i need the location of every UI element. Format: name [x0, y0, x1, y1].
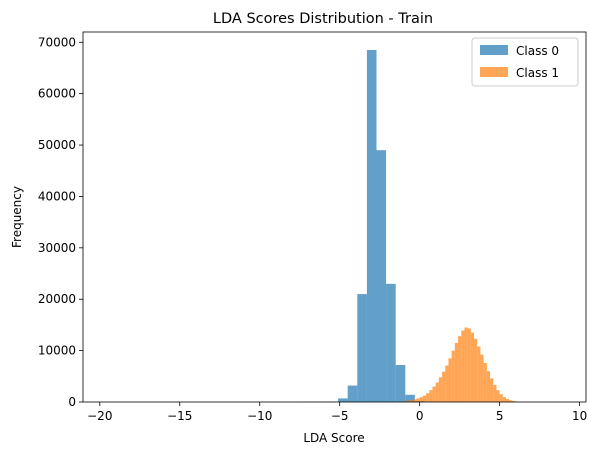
bar-class-1-17 — [448, 358, 452, 402]
y-tick-label: 60000 — [38, 87, 76, 101]
x-axis: −20 −15 −10 −5 0 5 10 — [87, 402, 587, 423]
y-axis: 0 10000 20000 30000 40000 50000 60000 70000 — [38, 35, 83, 409]
bar-class-0-7 — [386, 283, 396, 402]
bar-class-1-11 — [429, 390, 433, 402]
y-tick-label: 50000 — [38, 138, 76, 152]
x-tick-label: −10 — [247, 409, 272, 423]
legend-label-class-0: Class 0 — [516, 44, 559, 58]
x-tick-label: −5 — [331, 409, 349, 423]
bar-class-1-25 — [474, 338, 478, 402]
bar-class-1-29 — [486, 371, 491, 402]
bar-class-1-22 — [464, 327, 468, 402]
legend-swatch-class-0 — [480, 45, 508, 55]
bar-class-1-20 — [458, 336, 462, 402]
x-tick-label: 0 — [416, 409, 424, 423]
bar-class-1-14 — [438, 377, 443, 402]
y-tick-label: 40000 — [38, 189, 76, 203]
legend-label-class-1: Class 1 — [516, 66, 559, 80]
bar-class-1-4 — [406, 400, 411, 402]
bar-class-1-32 — [496, 390, 500, 402]
y-tick-label: 20000 — [38, 292, 76, 306]
bar-class-1-9 — [422, 395, 427, 402]
y-tick-label: 0 — [68, 395, 76, 409]
bar-class-1-27 — [480, 354, 484, 402]
bar-class-1-23 — [467, 328, 471, 402]
bar-class-1-36 — [509, 400, 513, 402]
bar-class-0-5 — [366, 49, 377, 403]
bar-class-0-9 — [405, 394, 415, 402]
bar-class-1-10 — [426, 393, 430, 402]
bar-class-1-5 — [410, 400, 414, 402]
x-axis-label: LDA Score — [303, 431, 364, 445]
bars-class-1 — [394, 327, 523, 403]
plot-area — [82, 31, 587, 403]
bar-class-1-34 — [502, 397, 507, 402]
bar-class-1-21 — [461, 330, 465, 402]
y-tick-label: 70000 — [38, 35, 76, 49]
bar-class-1-7 — [416, 398, 420, 402]
plot-background — [83, 32, 586, 402]
bar-class-1-3 — [403, 401, 407, 402]
legend: Class 0 Class 1 — [471, 37, 579, 87]
bar-class-0-6 — [376, 150, 387, 402]
x-tick-label: 10 — [572, 409, 587, 423]
bar-class-1-37 — [512, 401, 516, 402]
bar-class-1-35 — [506, 399, 510, 402]
y-axis-label: Frequency — [10, 186, 24, 248]
bar-class-0-4 — [357, 294, 367, 402]
x-tick-label: −20 — [87, 409, 112, 423]
legend-swatch-class-1 — [480, 67, 508, 77]
bar-class-1-30 — [490, 378, 494, 402]
bar-class-1-31 — [493, 385, 497, 402]
plot-frame — [82, 31, 587, 403]
x-tick-label: 5 — [496, 409, 504, 423]
x-tick-label: −15 — [167, 409, 192, 423]
bar-class-1-24 — [470, 332, 475, 403]
bar-class-1-33 — [499, 394, 503, 402]
bar-class-1-13 — [435, 382, 439, 402]
bar-class-1-18 — [451, 350, 455, 402]
bar-class-0-3 — [347, 385, 358, 402]
bar-class-1-6 — [413, 399, 417, 402]
bar-class-1-16 — [445, 365, 449, 402]
bar-class-1-8 — [419, 397, 423, 402]
bar-class-1-12 — [432, 386, 436, 402]
bar-class-1-19 — [454, 342, 459, 402]
bar-class-1-26 — [477, 346, 481, 402]
bar-class-0-8 — [395, 365, 406, 402]
bar-class-0-2 — [338, 398, 348, 402]
bar-class-1-28 — [483, 362, 487, 402]
y-tick-label: 30000 — [38, 241, 76, 255]
chart-title: LDA Scores Distribution - Train — [213, 11, 433, 27]
y-tick-label: 10000 — [38, 344, 76, 358]
bar-class-1-15 — [442, 371, 446, 402]
